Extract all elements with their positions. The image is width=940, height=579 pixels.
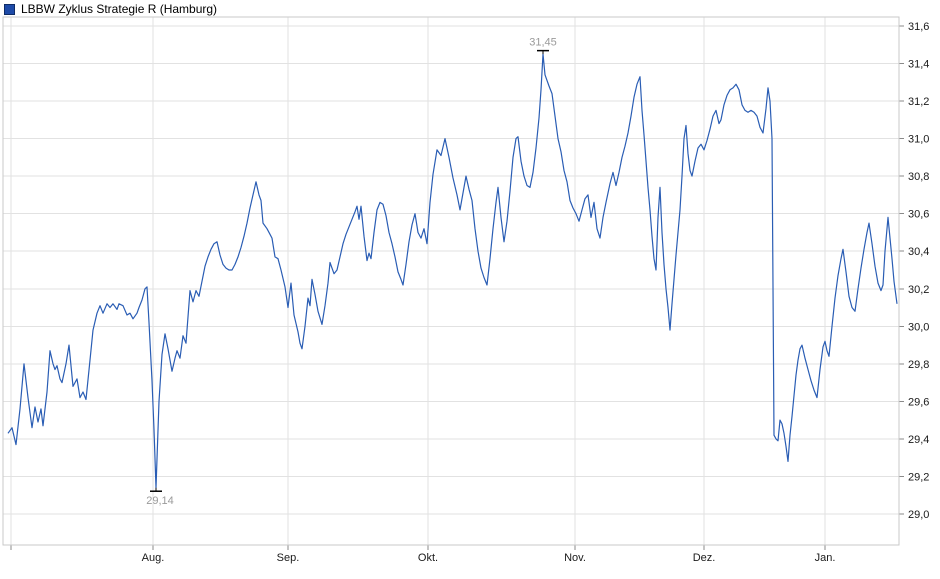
- y-tick-label: 30,2: [908, 284, 929, 296]
- min-value-label: 29,14: [146, 495, 174, 507]
- y-tick-label: 31,0: [908, 134, 929, 146]
- y-tick-label: 30,4: [908, 246, 929, 258]
- month-label: Jan.: [815, 552, 836, 564]
- y-tick-label: 30,8: [908, 171, 929, 183]
- y-tick-label: 29,2: [908, 472, 929, 484]
- y-tick-label: 29,0: [908, 509, 929, 521]
- month-label: Aug.: [142, 552, 165, 564]
- price-line: [7, 53, 898, 489]
- plot-border: [2, 16, 900, 546]
- month-label: Sep.: [277, 552, 300, 564]
- y-tick-label: 30,0: [908, 321, 929, 333]
- month-label: Dez.: [693, 552, 716, 564]
- y-tick-label: 31,4: [908, 59, 929, 71]
- chart-header: LBBW Zyklus Strategie R (Hamburg): [4, 2, 217, 16]
- month-label: Nov.: [564, 552, 586, 564]
- y-tick-label: 29,4: [908, 434, 929, 446]
- chart-title: LBBW Zyklus Strategie R (Hamburg): [21, 2, 218, 16]
- max-value-label: 31,45: [529, 37, 557, 49]
- legend-swatch-icon: [4, 3, 15, 15]
- y-tick-label: 31,2: [908, 96, 929, 108]
- month-label: Okt.: [418, 552, 438, 564]
- y-tick-label: 30,6: [908, 209, 929, 221]
- y-tick-label: 31,6: [908, 21, 929, 33]
- y-tick-label: 29,6: [908, 396, 929, 408]
- y-tick-label: 29,8: [908, 359, 929, 371]
